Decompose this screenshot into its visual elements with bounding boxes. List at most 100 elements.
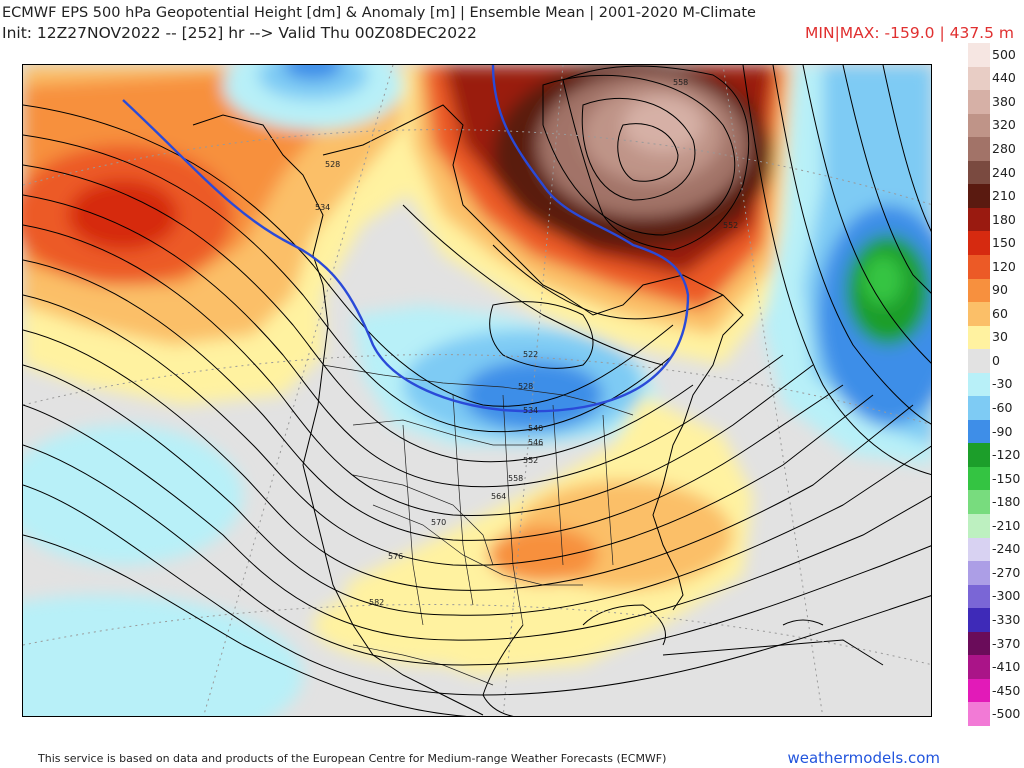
contour-label: 564	[491, 492, 506, 501]
legend-swatch	[968, 419, 990, 444]
legend-swatch	[968, 207, 990, 232]
contour-label: 528	[518, 382, 533, 391]
legend-row: -330	[968, 608, 1024, 632]
legend-swatch	[968, 678, 990, 703]
contour-label: 576	[388, 552, 403, 561]
legend-label: -210	[992, 517, 1021, 533]
color-legend: 500 440 380 320 280 240 210 180 150 120 90 60 30 0 -30…	[968, 43, 1024, 726]
contour-label: 552	[723, 221, 738, 230]
contour-label-group: 528 534 552 522 528 534 540 546 552 558 …	[315, 78, 738, 607]
legend-swatch	[968, 254, 990, 279]
legend-row: 440	[968, 66, 1024, 91]
legend-swatch	[968, 160, 990, 185]
legend-swatch	[968, 561, 990, 585]
legend-row: -450	[968, 678, 1024, 703]
legend-label: 60	[992, 305, 1008, 321]
contour-label: 546	[528, 438, 543, 447]
legend-row: 0	[968, 349, 1024, 373]
legend-swatch	[968, 43, 990, 67]
contour-label: 552	[523, 456, 538, 465]
legend-label: 120	[992, 258, 1016, 274]
legend-label: -370	[992, 635, 1021, 651]
legend-swatch	[968, 514, 990, 538]
anomaly-map: 528 534 552 522 528 534 540 546 552 558 …	[22, 64, 932, 717]
contour-label: 522	[523, 350, 538, 359]
legend-swatch	[968, 66, 990, 91]
legend-swatch	[968, 608, 990, 632]
legend-row: -500	[968, 702, 1024, 726]
legend-row: 120	[968, 254, 1024, 279]
contour-label: 570	[431, 518, 446, 527]
legend-label: -300	[992, 588, 1021, 604]
legend-row: -210	[968, 514, 1024, 538]
legend-row: 150	[968, 231, 1024, 255]
legend-row: -180	[968, 490, 1024, 515]
brand-link[interactable]: weathermodels.com	[787, 749, 940, 767]
graticule	[23, 65, 931, 716]
legend-row: 180	[968, 207, 1024, 232]
legend-row: -410	[968, 655, 1024, 679]
legend-label: 180	[992, 211, 1016, 227]
legend-label: -30	[992, 376, 1013, 392]
legend-label: -180	[992, 494, 1021, 510]
legend-swatch	[968, 278, 990, 303]
legend-label: 90	[992, 282, 1008, 298]
legend-label: 0	[992, 352, 1000, 368]
legend-label: -330	[992, 612, 1021, 627]
init-valid-line: Init: 12Z27NOV2022 -- [252] hr --> Valid…	[2, 24, 477, 42]
legend-row: -270	[968, 561, 1024, 585]
legend-row: 90	[968, 278, 1024, 303]
legend-label: 240	[992, 164, 1016, 180]
contour-label: 558	[508, 474, 523, 483]
map-title: ECMWF EPS 500 hPa Geopotential Height [d…	[2, 5, 756, 21]
legend-row: 380	[968, 90, 1024, 114]
blue-reference-contour	[122, 65, 690, 413]
legend-row: 210	[968, 184, 1024, 208]
legend-swatch	[968, 372, 990, 397]
legend-row: -150	[968, 466, 1024, 491]
ecmwf-attribution: This service is based on data and produc…	[38, 752, 667, 765]
legend-swatch	[968, 584, 990, 609]
legend-row: -60	[968, 396, 1024, 420]
contour-label: 540	[528, 424, 543, 433]
legend-swatch	[968, 443, 990, 467]
legend-row: -120	[968, 443, 1024, 467]
legend-label: -270	[992, 564, 1021, 580]
legend-label: -240	[992, 541, 1021, 557]
height-contours	[23, 65, 931, 716]
legend-label: -450	[992, 682, 1021, 698]
legend-swatch	[968, 137, 990, 161]
contour-label: 528	[325, 160, 340, 169]
legend-swatch	[968, 631, 990, 656]
legend-row: 320	[968, 113, 1024, 138]
legend-swatch	[968, 702, 990, 726]
legend-row: -240	[968, 537, 1024, 562]
legend-swatch	[968, 466, 990, 491]
legend-row: 500	[968, 43, 1024, 67]
legend-swatch	[968, 184, 990, 208]
political-borders	[322, 364, 634, 686]
legend-label: 320	[992, 117, 1016, 133]
min-max-readout: MIN|MAX: -159.0 | 437.5 m	[805, 24, 1014, 42]
legend-label: 440	[992, 70, 1016, 86]
legend-label: 380	[992, 93, 1016, 109]
map-canvas: 528 534 552 522 528 534 540 546 552 558 …	[23, 65, 931, 716]
legend-row: -90	[968, 419, 1024, 444]
contour-label: 534	[315, 203, 330, 212]
legend-row: -370	[968, 631, 1024, 656]
legend-row: -30	[968, 372, 1024, 397]
legend-label: -500	[992, 706, 1021, 722]
legend-swatch	[968, 325, 990, 350]
legend-swatch	[968, 537, 990, 562]
legend-row: -300	[968, 584, 1024, 609]
legend-label: 280	[992, 140, 1016, 156]
legend-label: 210	[992, 188, 1016, 204]
anomaly-fills	[23, 65, 931, 716]
contour-label: 534	[523, 406, 538, 415]
legend-row: 240	[968, 160, 1024, 185]
contour-label: 558	[673, 78, 688, 87]
legend-label: -410	[992, 659, 1021, 675]
legend-swatch	[968, 655, 990, 679]
legend-swatch	[968, 90, 990, 114]
legend-swatch	[968, 113, 990, 138]
